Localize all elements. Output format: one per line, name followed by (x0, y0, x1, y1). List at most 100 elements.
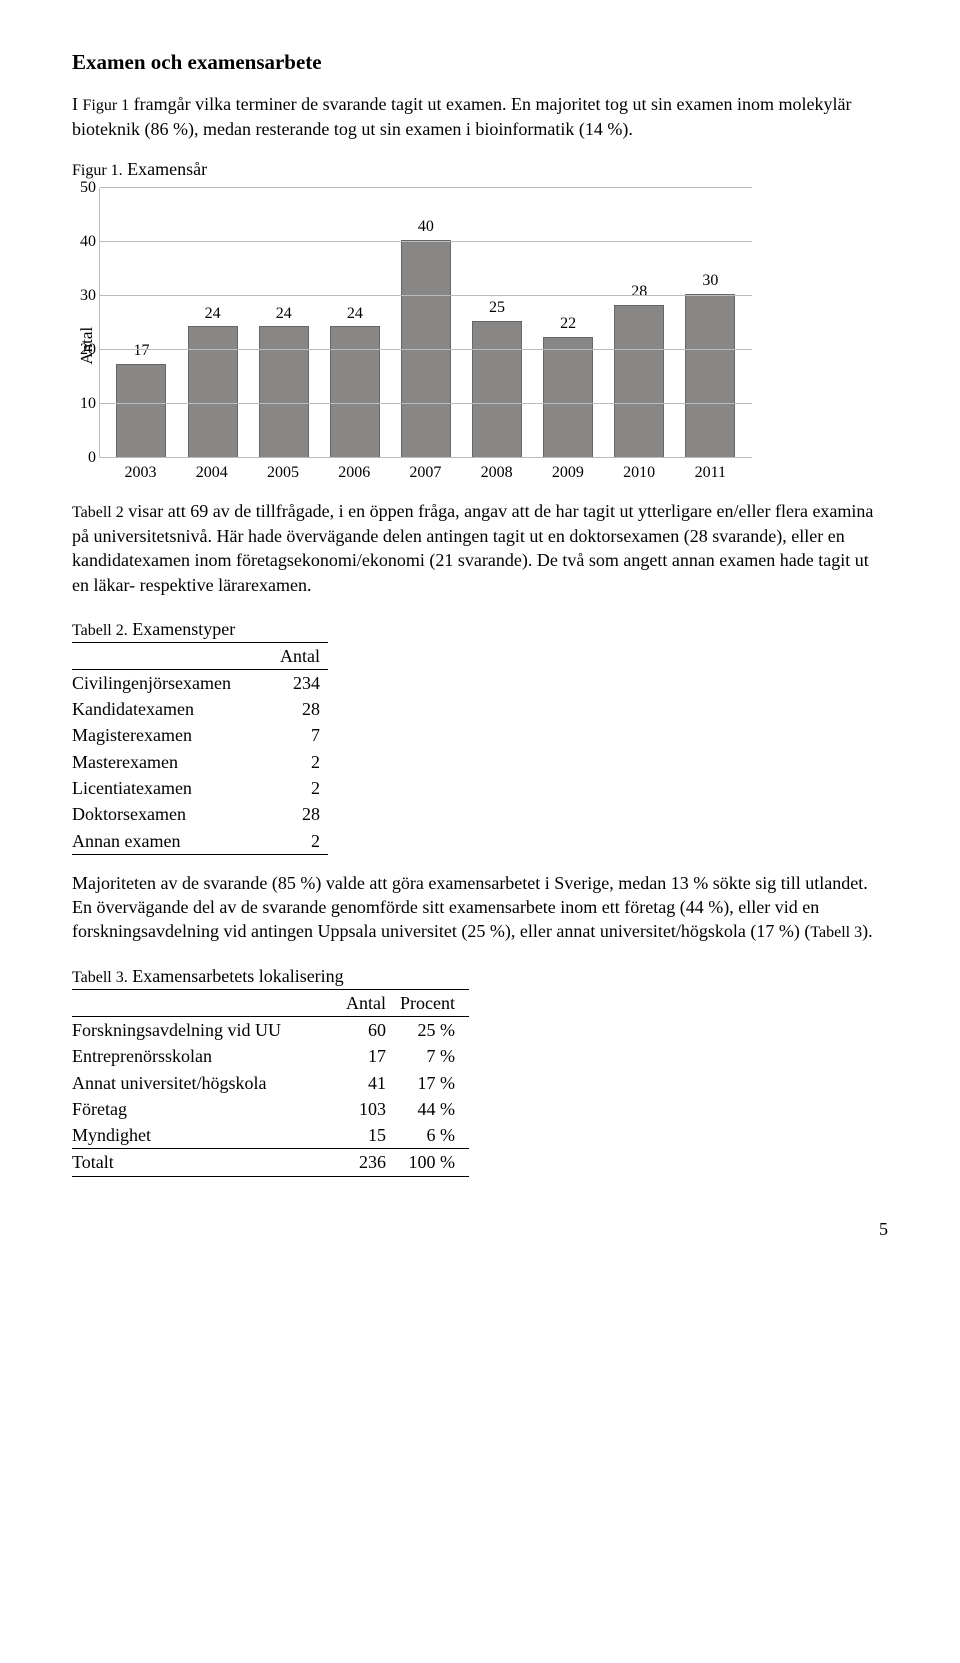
table3-total-procent: 100 % (400, 1149, 469, 1176)
ytick-label: 30 (70, 285, 96, 307)
fig1-ref: Figur 1 (83, 97, 130, 114)
table3-total-row: Totalt 236 100 % (72, 1149, 469, 1176)
bar-value-label: 17 (133, 340, 149, 362)
table2-header-row: Antal (72, 642, 328, 669)
table3-procent: 17 % (400, 1070, 469, 1096)
bar (614, 305, 664, 458)
table2-value: 2 (280, 749, 328, 775)
table3-label: Forskningsavdelning vid UU (72, 1016, 346, 1043)
table3-procent: 7 % (400, 1043, 469, 1069)
bar-value-label: 24 (205, 303, 221, 325)
gridline (100, 187, 752, 188)
table2-empty-header (72, 642, 280, 669)
xtick-label: 2004 (176, 462, 247, 484)
section-heading: Examen och examensarbete (72, 48, 888, 76)
paragraph-1: I Figur 1 framgår vilka terminer de svar… (72, 92, 888, 141)
tbl3-cap-rest: Examensarbetets lokalisering (128, 966, 344, 986)
xtick-label: 2009 (532, 462, 603, 484)
table3-label: Myndighet (72, 1122, 346, 1149)
bar (330, 326, 380, 458)
gridline (100, 295, 752, 296)
para2-rest: visar att 69 av de tillfrågade, i en öpp… (72, 501, 873, 594)
bar-column: 28 (604, 281, 675, 458)
bar-value-label: 28 (631, 281, 647, 303)
table3-procent: 25 % (400, 1016, 469, 1043)
figcap-rest: Examensår (123, 159, 207, 179)
table3-total-antal: 236 (346, 1149, 400, 1176)
xtick-label: 2007 (390, 462, 461, 484)
table-3: Antal Procent Forskningsavdelning vid UU… (72, 989, 469, 1177)
table2-label: Annan examen (72, 828, 280, 855)
page-number: 5 (72, 1217, 888, 1241)
table2-value: 234 (280, 669, 328, 696)
bar-value-label: 24 (276, 303, 292, 325)
table3-caption: Tabell 3. Examensarbetets lokalisering (72, 964, 888, 989)
plot-area: 172424244025222830 01020304050 (99, 188, 752, 458)
tbl2-cap-ref: Tabell 2. (72, 622, 128, 639)
bar-chart: 172424244025222830 01020304050 200320042… (99, 188, 752, 484)
chart-container: Antal 172424244025222830 01020304050 200… (72, 188, 752, 484)
xtick-label: 2003 (105, 462, 176, 484)
table3-antal: 15 (346, 1122, 400, 1149)
tbl2-cap-rest: Examenstyper (128, 619, 235, 639)
bars-group: 17 24 24 24 40 25 22 28 30 (100, 188, 752, 458)
bar (472, 321, 522, 458)
xtick-label: 2006 (319, 462, 390, 484)
gridline (100, 241, 752, 242)
bar-column: 25 (462, 297, 533, 458)
table3-label: Företag (72, 1096, 346, 1122)
table2-value: 28 (280, 696, 328, 722)
table3-total-label: Totalt (72, 1149, 346, 1176)
xtick-label: 2011 (675, 462, 746, 484)
paragraph-2: Tabell 2 visar att 69 av de tillfrågade,… (72, 499, 888, 596)
bar-value-label: 30 (702, 270, 718, 292)
table-row: Annat universitet/högskola4117 % (72, 1070, 469, 1096)
table2-label: Masterexamen (72, 749, 280, 775)
bar-value-label: 22 (560, 313, 576, 335)
table2-value: 2 (280, 828, 328, 855)
table-row: Civilingenjörsexamen234 (72, 669, 328, 696)
xtick-label: 2010 (604, 462, 675, 484)
para3-text: Majoriteten av de svarande (85 %) valde … (72, 873, 868, 942)
gridline (100, 403, 752, 404)
table-row: Masterexamen2 (72, 749, 328, 775)
table3-antal: 60 (346, 1016, 400, 1043)
table-row: Doktorsexamen28 (72, 801, 328, 827)
tbl2-ref: Tabell 2 (72, 504, 124, 521)
ytick-label: 40 (70, 231, 96, 253)
xtick-label: 2008 (461, 462, 532, 484)
tbl3-cap-ref: Tabell 3. (72, 969, 128, 986)
table-row: Magisterexamen7 (72, 722, 328, 748)
bar-value-label: 24 (347, 303, 363, 325)
table2-label: Magisterexamen (72, 722, 280, 748)
table-row: Kandidatexamen28 (72, 696, 328, 722)
table3-antal: 17 (346, 1043, 400, 1069)
table2-caption: Tabell 2. Examenstyper (72, 617, 888, 642)
table3-header-row: Antal Procent (72, 989, 469, 1016)
para3-end: ). (862, 921, 873, 941)
table2-label: Kandidatexamen (72, 696, 280, 722)
table3-label: Entreprenörsskolan (72, 1043, 346, 1069)
table2-value: 2 (280, 775, 328, 801)
table2-value: 7 (280, 722, 328, 748)
bar-value-label: 40 (418, 216, 434, 238)
bar (116, 364, 166, 458)
bar-column: 40 (390, 216, 461, 458)
table-row: Myndighet156 % (72, 1122, 469, 1149)
bar-value-label: 25 (489, 297, 505, 319)
table-2: Antal Civilingenjörsexamen234Kandidatexa… (72, 642, 328, 855)
table3-label: Annat universitet/högskola (72, 1070, 346, 1096)
table3-antal: 103 (346, 1096, 400, 1122)
figure-caption: Figur 1. Examensår (72, 157, 888, 182)
gridline (100, 457, 752, 458)
bar-column: 30 (675, 270, 746, 458)
bar-column: 24 (177, 303, 248, 458)
bar-column: 24 (319, 303, 390, 458)
bar-column: 24 (248, 303, 319, 458)
bar-column: 17 (106, 340, 177, 457)
table-row: Entreprenörsskolan177 % (72, 1043, 469, 1069)
gridline (100, 349, 752, 350)
xtick-label: 2005 (247, 462, 318, 484)
paragraph-3: Majoriteten av de svarande (85 %) valde … (72, 871, 888, 944)
tbl3-ref: Tabell 3 (810, 924, 862, 941)
